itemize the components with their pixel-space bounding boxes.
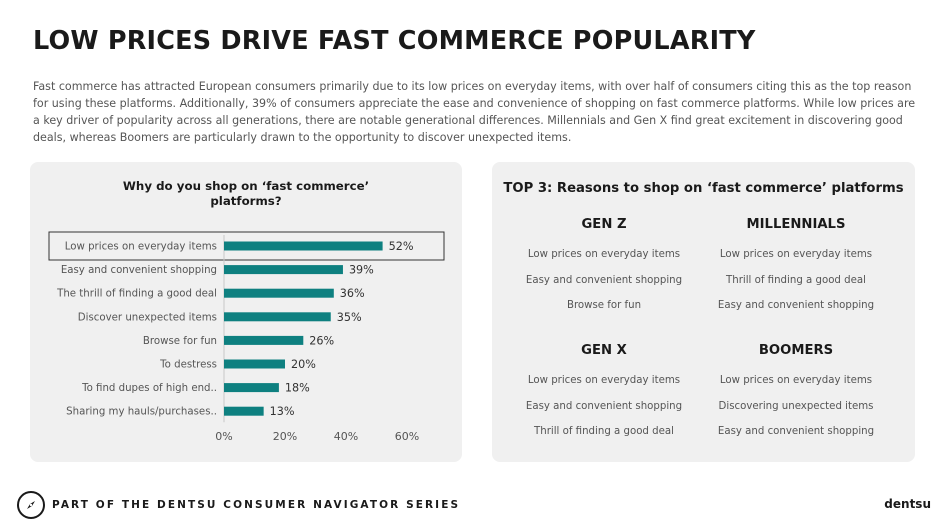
data-label: 35%	[337, 311, 362, 324]
intro-paragraph: Fast commerce has attracted European con…	[33, 80, 916, 144]
highlight-box	[48, 231, 445, 261]
category-label: Browse for fun	[143, 336, 217, 347]
page-title: LOW PRICES DRIVE FAST COMMERCE POPULARIT…	[33, 26, 756, 56]
chart-panel: Why do you shop on ‘fast commerce’ platf…	[30, 162, 462, 462]
chart-title-line-1: Why do you shop on ‘fast commerce’	[122, 179, 370, 193]
bar	[224, 383, 279, 393]
data-label: 39%	[349, 264, 374, 277]
data-label: 52%	[389, 240, 414, 253]
bar	[224, 406, 264, 416]
reason-item: Discovering unexpected items	[718, 400, 874, 412]
gen-block-gen-z: GEN Z Low prices on everyday items Easy …	[509, 215, 699, 324]
gen-block-gen-x: GEN X Low prices on everyday items Easy …	[509, 341, 699, 450]
bar	[224, 265, 343, 275]
data-label: 13%	[270, 405, 295, 418]
bar	[224, 288, 334, 298]
gen-block-millennials: MILLENNIALS Low prices on everyday items…	[701, 215, 891, 324]
compass-icon	[17, 491, 45, 519]
bar	[224, 312, 331, 322]
reason-item: Thrill of finding a good deal	[534, 426, 674, 437]
bar	[224, 359, 285, 369]
data-label: 36%	[340, 287, 365, 300]
chart-title: Why do you shop on ‘fast commerce’ platf…	[30, 179, 462, 209]
bar	[224, 335, 304, 345]
top3-panel: TOP 3: Reasons to shop on ‘fast commerce…	[492, 162, 915, 462]
reason-list: Low prices on everyday items Thrill of f…	[701, 247, 891, 324]
compass-needle-icon	[27, 501, 35, 509]
gen-name: BOOMERS	[758, 343, 834, 358]
data-label: 18%	[285, 382, 310, 395]
category-label: Low prices on everyday items	[65, 242, 217, 253]
reason-list: Low prices on everyday items Discovering…	[701, 373, 891, 450]
brand-logo: dentsu	[884, 497, 931, 511]
x-tick-label: 40%	[334, 430, 358, 443]
chart-title-line-2: platforms?	[210, 194, 282, 208]
reason-item: Thrill of finding a good deal	[726, 274, 866, 286]
reason-item: Easy and convenient shopping	[525, 400, 683, 412]
reason-item: Easy and convenient shopping	[717, 426, 875, 437]
category-label: Sharing my hauls/purchases..	[66, 407, 217, 418]
top3-title: TOP 3: Reasons to shop on ‘fast commerce…	[503, 181, 904, 196]
data-label: 26%	[309, 334, 334, 347]
bar-chart: Low prices on everyday items 52% Easy and …	[48, 231, 445, 443]
data-label: 20%	[291, 358, 316, 371]
category-label: Discover unexpected items	[78, 312, 217, 323]
gen-block-boomers: BOOMERS Low prices on everyday items Dis…	[701, 341, 891, 450]
reason-list: Low prices on everyday items Easy and co…	[509, 247, 699, 324]
x-tick-label: 0%	[215, 430, 232, 443]
category-label: The thrill of finding a good deal	[56, 289, 217, 300]
reason-item: Easy and convenient shopping	[525, 274, 683, 286]
x-tick-label: 60%	[395, 430, 419, 443]
category-label: To find dupes of high end..	[81, 383, 217, 394]
reason-item: Low prices on everyday items	[527, 249, 681, 260]
bar	[224, 241, 383, 251]
reason-item: Browse for fun	[566, 300, 642, 311]
category-label: Easy and convenient shopping	[61, 265, 217, 276]
reason-item: Low prices on everyday items	[527, 375, 681, 386]
series-label: PART OF THE DENTSU CONSUMER NAVIGATOR SE…	[52, 499, 461, 511]
reason-item: Easy and convenient shopping	[717, 300, 875, 311]
reason-list: Low prices on everyday items Easy and co…	[509, 373, 699, 450]
gen-name: GEN X	[581, 343, 627, 358]
category-label: To destress	[159, 360, 217, 371]
gen-name: GEN Z	[581, 217, 627, 232]
x-tick-label: 20%	[273, 430, 297, 443]
reason-item: Low prices on everyday items	[719, 375, 873, 386]
gen-name: MILLENNIALS	[746, 217, 846, 232]
reason-item: Low prices on everyday items	[719, 249, 873, 260]
